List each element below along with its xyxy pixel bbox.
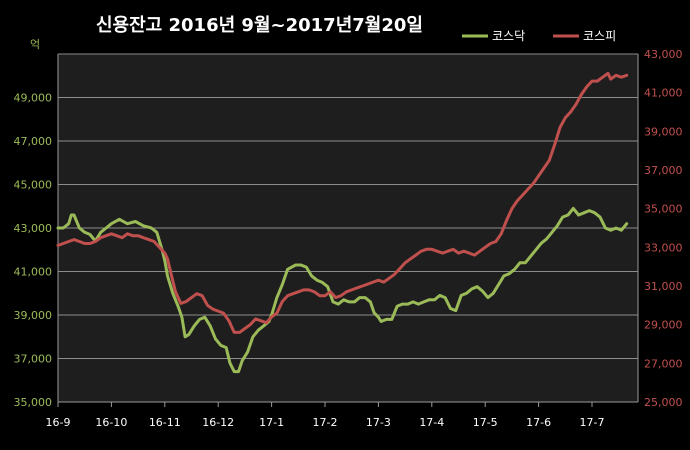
left-axis-unit: 억 (30, 38, 40, 51)
x-tick-label: 17-1 (259, 416, 284, 429)
legend-label: 코스피 (583, 29, 616, 43)
x-tick-label: 17-2 (313, 416, 338, 429)
right-tick-label: 39,000 (644, 125, 683, 138)
left-tick-label: 39,000 (14, 309, 53, 322)
left-tick-label: 47,000 (14, 135, 53, 148)
x-tick-label: 16-10 (95, 416, 127, 429)
left-tick-label: 49,000 (14, 92, 53, 105)
kospi-line (56, 71, 629, 334)
x-tick-label: 17-4 (419, 416, 444, 429)
right-tick-label: 35,000 (644, 203, 683, 216)
right-tick-label: 43,000 (644, 48, 683, 61)
right-tick-label: 25,000 (644, 396, 683, 409)
left-tick-label: 35,000 (14, 396, 53, 409)
left-tick-label: 43,000 (14, 222, 53, 235)
x-tick-label: 16-9 (46, 416, 71, 429)
right-tick-label: 41,000 (644, 87, 683, 100)
plot-area: 16-9 16-10 16-11 16-12 17-1 17-2 17-3 17-4 17-5 1… (14, 48, 683, 429)
x-tick-label: 16-12 (202, 416, 234, 429)
kosdaq-line (56, 206, 629, 374)
x-tick-label: 16-11 (149, 416, 181, 429)
x-tick-label: 17-6 (526, 416, 551, 429)
right-tick-label: 33,000 (644, 241, 683, 254)
left-tick-label: 37,000 (14, 353, 53, 366)
right-tick-label: 27,000 (644, 357, 683, 370)
legend-label: 코스닥 (492, 29, 525, 43)
chart-title: 신용잔고 2016년 9월~2017년7월20일 (96, 15, 423, 36)
legend: 코스닥 코스피 (462, 29, 616, 43)
left-tick-label: 41,000 (14, 266, 53, 279)
right-tick-label: 29,000 (644, 319, 683, 332)
left-tick-label: 45,000 (14, 179, 53, 192)
x-tick-label: 17-7 (580, 416, 605, 429)
right-tick-label: 37,000 (644, 164, 683, 177)
right-tick-label: 31,000 (644, 280, 683, 293)
x-tick-label: 17-5 (473, 416, 498, 429)
x-tick-label: 17-3 (366, 416, 391, 429)
